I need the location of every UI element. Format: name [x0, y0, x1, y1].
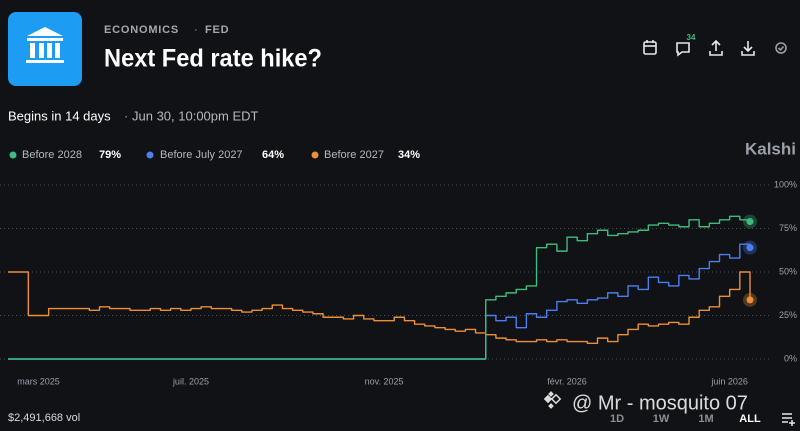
market-title: Next Fed rate hike?	[104, 45, 322, 73]
chart-settings-icon[interactable]	[782, 413, 795, 426]
share-icon[interactable]	[709, 39, 723, 56]
legend-swatch	[146, 151, 154, 159]
calendar-icon[interactable]	[643, 40, 657, 55]
chart: 0% 25% 50% 75% 100% mars 2025 juil. 2025 nov. 2…	[0, 149, 797, 386]
end-dot	[746, 244, 754, 252]
legend-label: Before 2028	[22, 149, 82, 161]
end-dot	[746, 296, 754, 304]
y-tick-label: 75%	[779, 223, 797, 233]
range-button[interactable]: ALL	[739, 413, 761, 425]
legend-swatch	[311, 151, 319, 159]
legend-value: 64%	[262, 149, 284, 161]
close-time: Jun 30, 10:00pm EDT	[132, 108, 259, 123]
check-icon[interactable]	[775, 42, 787, 54]
x-tick-label: juil. 2025	[172, 376, 209, 386]
market-icon	[8, 12, 82, 86]
separator: ·	[124, 108, 128, 123]
series-line	[8, 215, 751, 360]
action-icons	[643, 39, 787, 57]
begins: Begins in 14 days	[8, 108, 111, 123]
legend-value: 79%	[99, 149, 121, 161]
watermark-text: @ Mr - mosquito 07	[572, 392, 748, 414]
x-tick-label: nov. 2025	[365, 376, 404, 386]
range-button[interactable]: 1W	[653, 413, 670, 425]
y-tick-label: 25%	[779, 310, 797, 320]
x-tick-label: juin 2026	[710, 376, 748, 386]
x-tick-label: févr. 2026	[547, 376, 587, 386]
watermark-logo	[543, 391, 562, 409]
comments-icon[interactable]	[676, 42, 690, 57]
volume: $2,491,668 vol	[8, 412, 80, 424]
legend-swatch	[9, 151, 17, 159]
range-button[interactable]: 1M	[698, 413, 713, 425]
brand: Kalshi	[745, 139, 796, 158]
x-tick-label: mars 2025	[17, 376, 60, 386]
legend-label: Before 2027	[324, 149, 384, 161]
y-tick-label: 0%	[784, 353, 797, 363]
subcategory[interactable]: FED	[205, 24, 229, 36]
series-line	[8, 243, 751, 360]
watermark: @ Mr - mosquito 07	[543, 391, 748, 414]
separator: ·	[194, 24, 198, 36]
end-dot	[746, 218, 754, 226]
legend-value: 34%	[398, 149, 420, 161]
range-selector: 1D 1W 1M ALL	[610, 413, 761, 425]
comment-count: 34	[687, 33, 696, 42]
y-tick-label: 50%	[779, 266, 797, 276]
y-tick-label: 100%	[774, 179, 797, 189]
series-line	[8, 271, 751, 345]
legend-label: Before July 2027	[160, 149, 243, 161]
range-button[interactable]: 1D	[610, 413, 624, 425]
category[interactable]: ECONOMICS	[104, 24, 179, 36]
download-icon[interactable]	[741, 41, 755, 56]
